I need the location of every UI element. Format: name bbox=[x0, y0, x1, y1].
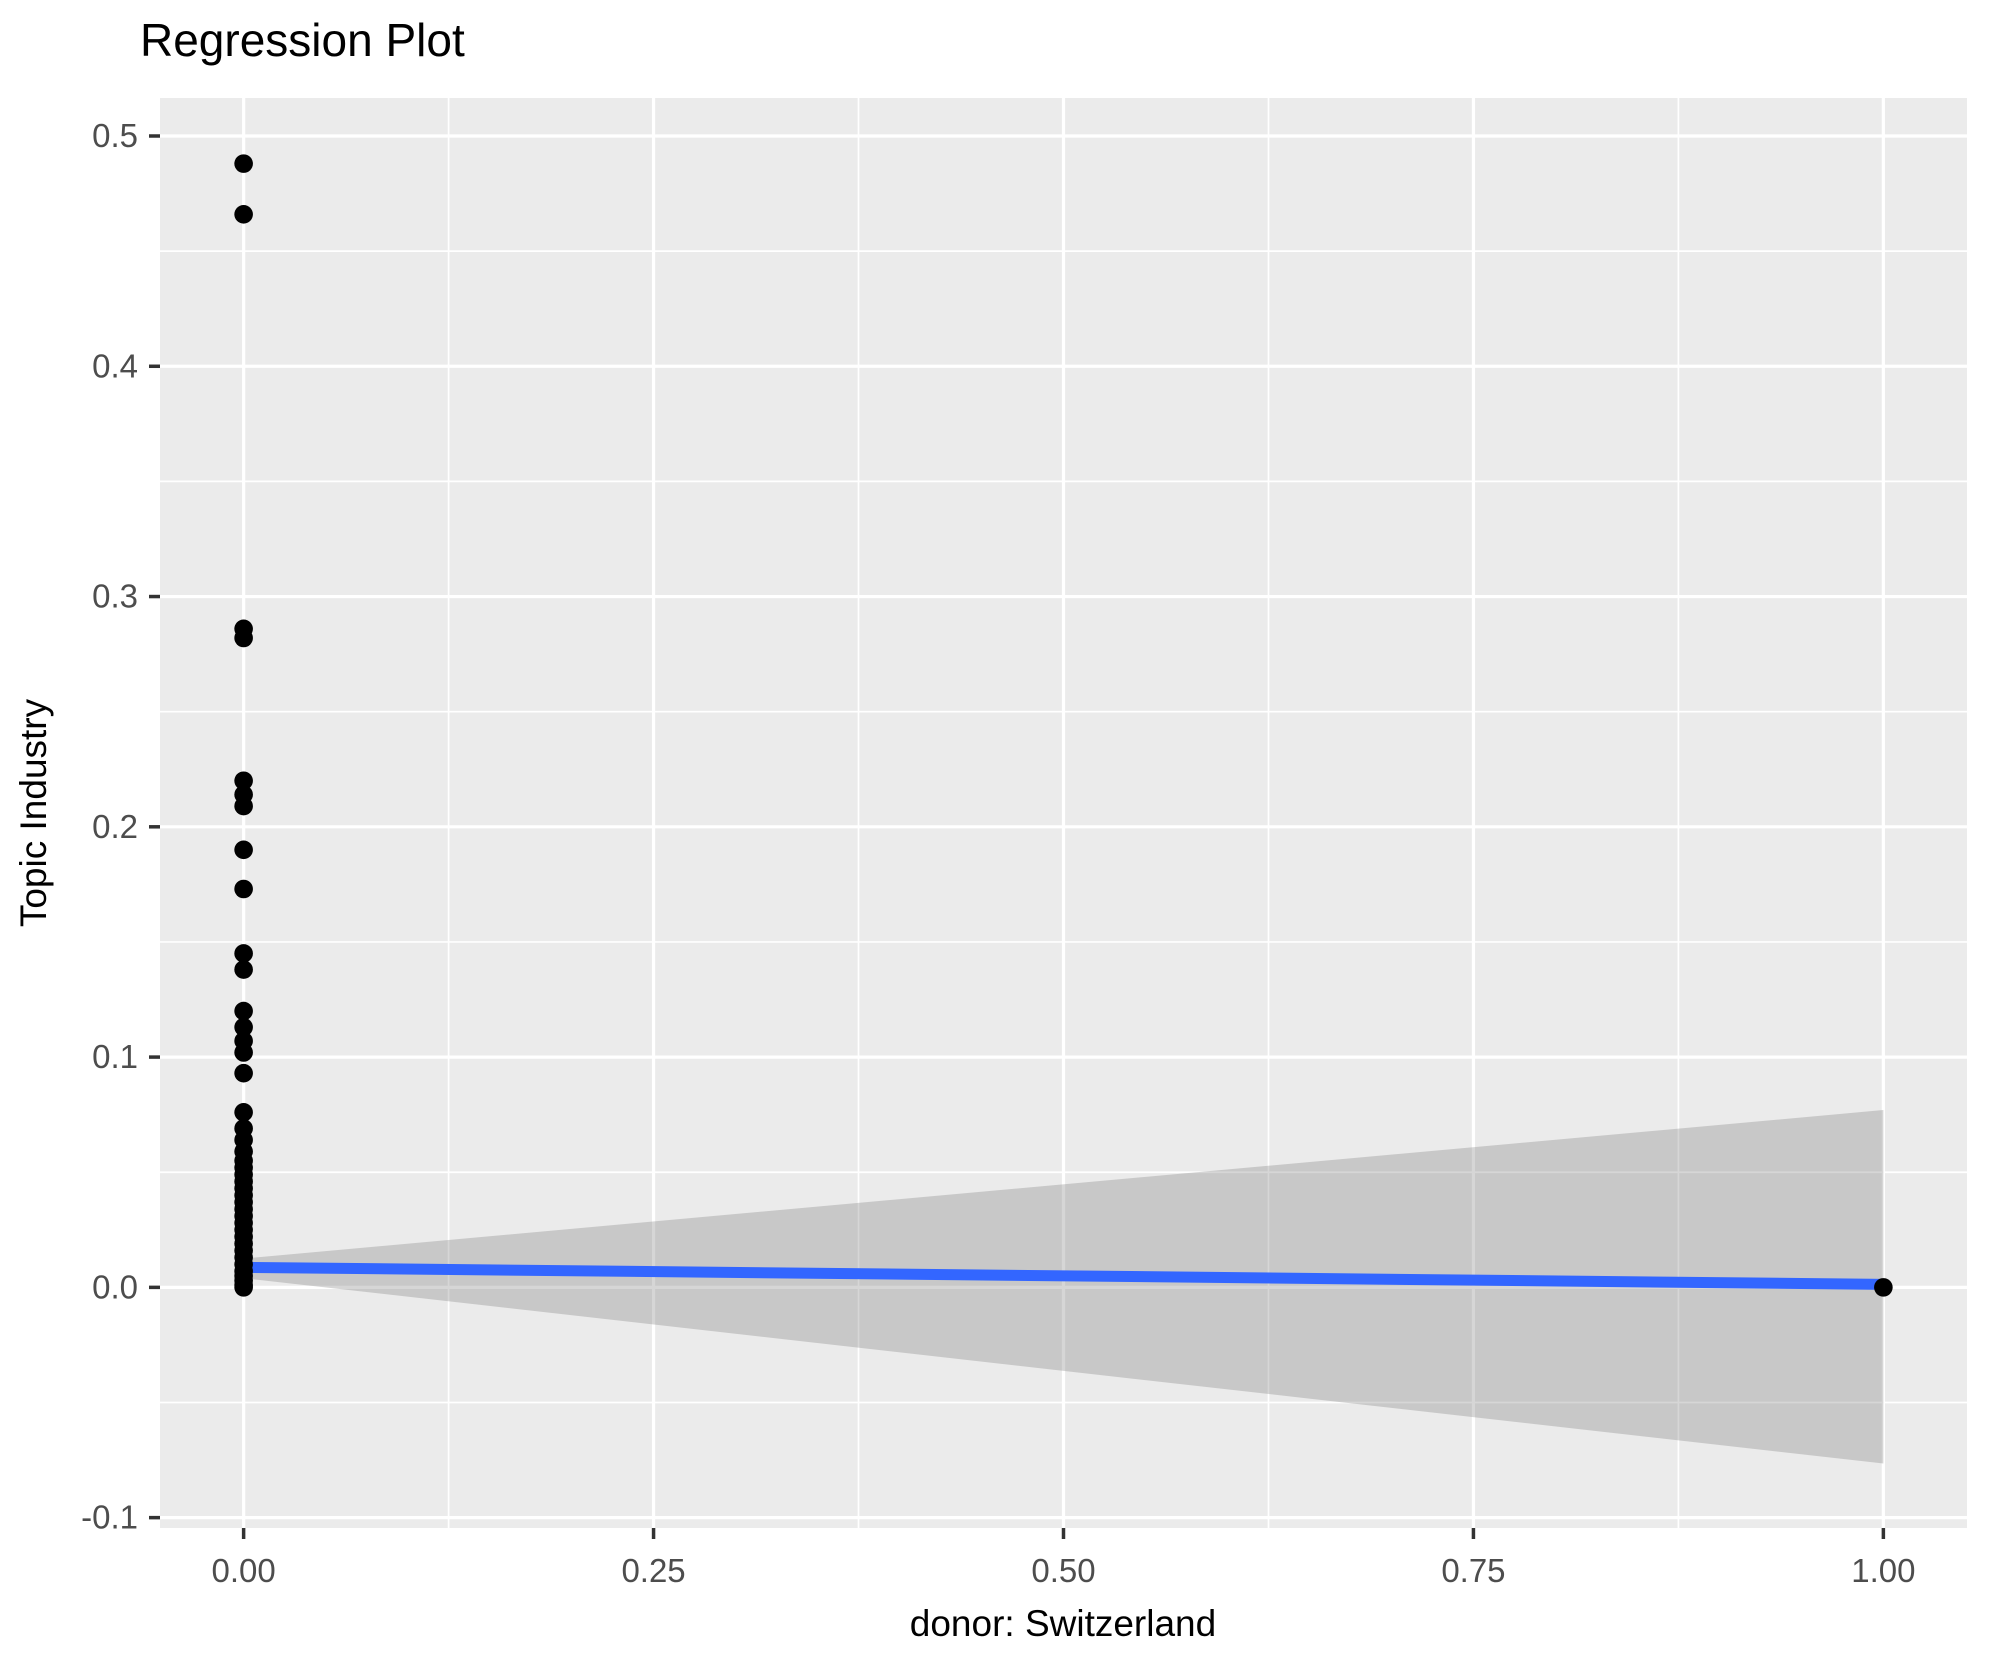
data-point bbox=[234, 1278, 253, 1297]
y-tick-label: -0.1 bbox=[81, 1499, 138, 1536]
y-tick-label: 0.0 bbox=[92, 1268, 138, 1305]
x-tick-label: 0.25 bbox=[621, 1552, 685, 1589]
x-axis-title: donor: Switzerland bbox=[910, 1603, 1216, 1644]
data-point bbox=[234, 944, 253, 963]
x-tick-label: 0.00 bbox=[212, 1552, 276, 1589]
data-point bbox=[1874, 1278, 1893, 1297]
axes: 0.00 0.25 0.50 0.75 1.00 -0.1 0.0 0.1 0.2 0.3 0.4 0… bbox=[81, 117, 1915, 1589]
data-point bbox=[234, 154, 253, 173]
data-point bbox=[234, 840, 253, 860]
plot-panel bbox=[160, 98, 1967, 1528]
y-tick-label: 0.3 bbox=[92, 578, 138, 615]
data-point bbox=[234, 879, 253, 899]
y-axis-title: Topic Industry bbox=[13, 698, 54, 927]
y-tick-label: 0.1 bbox=[92, 1038, 138, 1075]
data-point bbox=[234, 1017, 253, 1037]
data-point bbox=[234, 628, 253, 648]
y-tick-label: 0.2 bbox=[92, 808, 138, 845]
data-point bbox=[234, 1001, 253, 1021]
y-tick-label: 0.5 bbox=[92, 117, 138, 154]
data-point bbox=[234, 1043, 253, 1062]
data-point bbox=[234, 960, 253, 979]
y-tick-label: 0.4 bbox=[92, 347, 138, 384]
data-point bbox=[234, 1063, 253, 1083]
data-point bbox=[234, 771, 253, 791]
data-point bbox=[234, 1103, 253, 1122]
data-point bbox=[234, 796, 253, 816]
chart-title: Regression Plot bbox=[140, 14, 465, 66]
x-tick-label: 0.75 bbox=[1441, 1552, 1505, 1589]
data-point bbox=[234, 204, 253, 224]
x-tick-label: 1.00 bbox=[1851, 1552, 1915, 1589]
x-tick-label: 0.50 bbox=[1031, 1552, 1095, 1589]
fitted-regression-line bbox=[243, 1261, 1884, 1290]
confidence-interval-band bbox=[243, 1110, 1884, 1464]
